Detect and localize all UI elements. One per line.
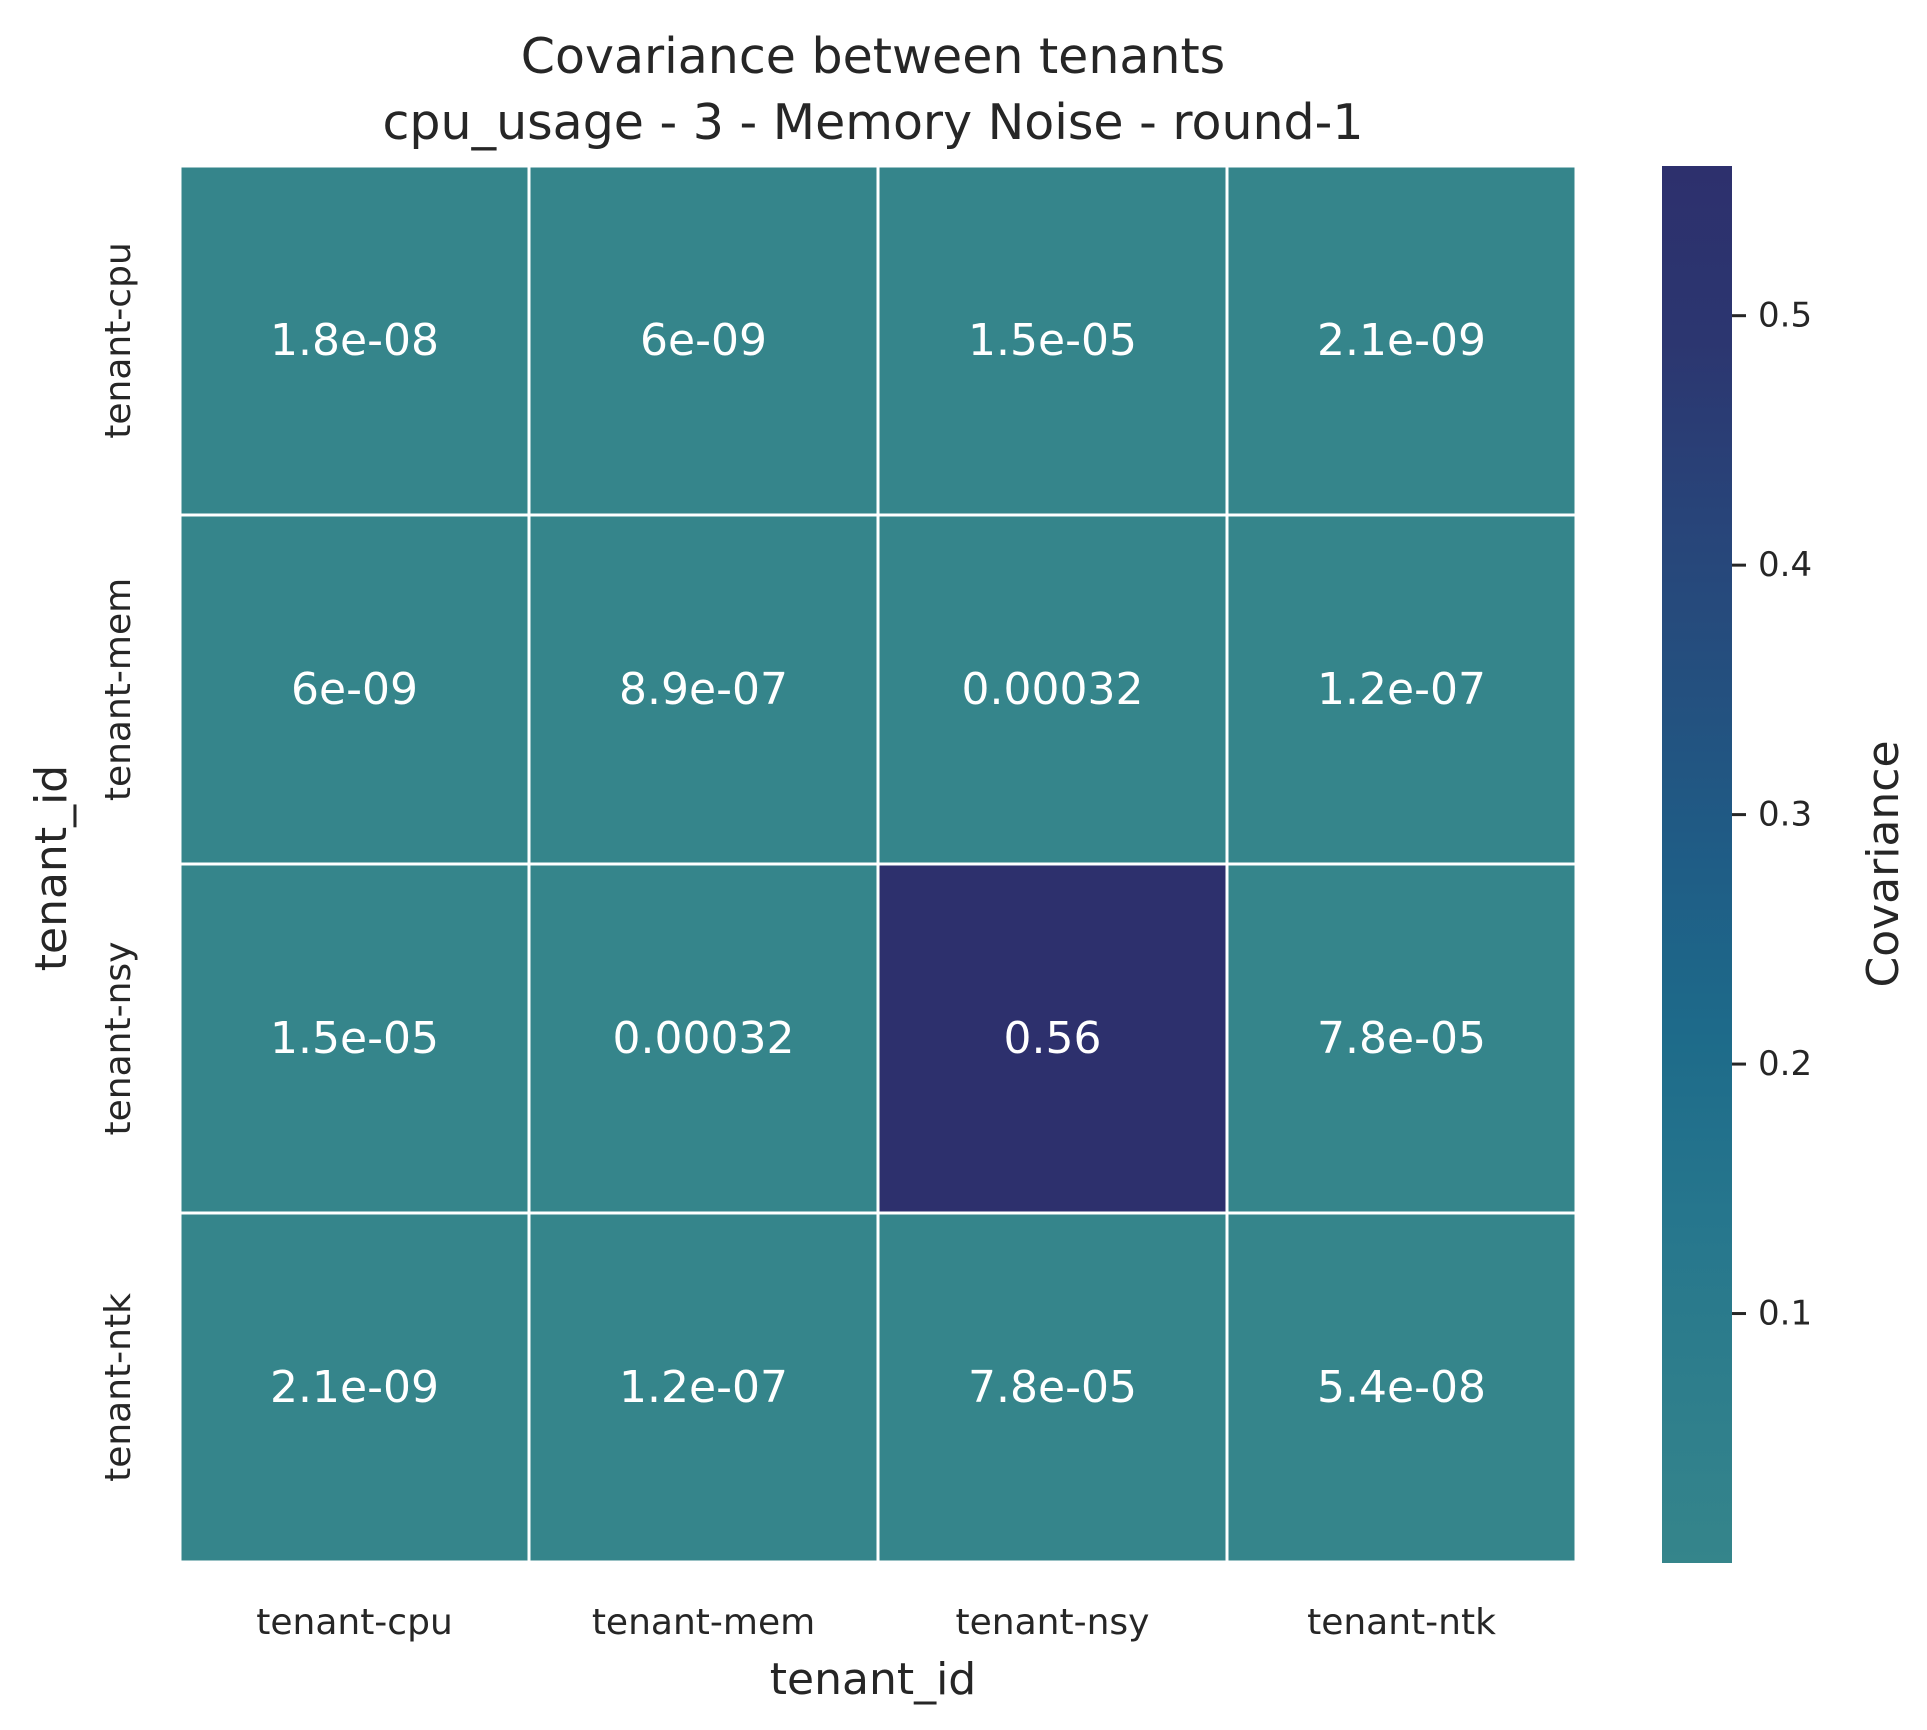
x-tick-label: tenant-nsy [956,1602,1150,1643]
heatmap-cell [527,164,880,517]
cell-value-label: 1.5e-05 [270,1013,439,1064]
heatmap-cell [178,164,531,517]
heatmap-cell [1225,862,1578,1215]
colorbar [1662,166,1732,1563]
cell-value-label: 1.8e-08 [270,315,439,366]
colorbar-tick-label: 0.1 [1758,1294,1812,1334]
colorbar-label: Covariance [1858,740,1909,987]
x-axis-title: tenant_id [770,1654,976,1705]
y-tick-label: tenant-cpu [98,242,139,439]
cell-value-label: 0.56 [1004,1013,1102,1064]
heatmap-cell [1225,164,1578,517]
chart-subtitle: cpu_usage - 3 - Memory Noise - round-1 [382,94,1363,151]
cell-value-label: 1.5e-05 [968,315,1137,366]
y-tick-label: tenant-nsy [98,942,139,1136]
cell-value-label: 8.9e-07 [619,664,788,715]
cell-value-label: 1.2e-07 [1317,664,1486,715]
x-axis-ticks: tenant-cpu tenant-mem tenant-nsy tenant-ntk [256,1602,1496,1643]
colorbar-tick-label: 0.4 [1758,545,1812,585]
heatmap-cell [1225,513,1578,866]
colorbar-tick-label: 0.5 [1758,296,1812,336]
heatmap-cell [527,1211,880,1564]
heatmap-cell [527,862,880,1215]
heatmap-cell [527,513,880,866]
cell-value-label: 7.8e-05 [1317,1013,1486,1064]
cell-value-label: 2.1e-09 [1317,315,1486,366]
heatmap-cell [876,1211,1229,1564]
x-tick-label: tenant-cpu [256,1602,453,1643]
heatmap-cells [178,164,1578,1564]
cell-value-label: 1.2e-07 [619,1362,788,1413]
y-axis-ticks: tenant-cpu tenant-mem tenant-nsy tenant-ntk [98,242,139,1482]
heatmap-cell [1225,1211,1578,1564]
colorbar-tick-label: 0.3 [1758,795,1812,835]
cell-value-label: 7.8e-05 [968,1362,1137,1413]
heatmap-cell [876,164,1229,517]
x-tick-label: tenant-mem [592,1602,815,1643]
heatmap-cell-labels: 1.8e-08 6e-09 1.5e-05 2.1e-09 6e-09 8.9e-07 0.… [270,315,1486,1413]
heatmap-cell [178,1211,531,1564]
cell-value-label: 5.4e-08 [1317,1362,1486,1413]
cell-value-label: 0.00032 [613,1013,795,1064]
cell-value-label: 0.00032 [962,664,1144,715]
y-axis-title: tenant_id [26,765,77,971]
heatmap-cell [178,513,531,866]
colorbar-ticks: 0.1 0.2 0.3 0.4 0.5 [1732,296,1812,1334]
cell-value-label: 6e-09 [291,664,418,715]
y-tick-label: tenant-mem [98,578,139,801]
cell-value-label: 2.1e-09 [270,1362,439,1413]
colorbar-tick-label: 0.2 [1758,1044,1812,1084]
y-tick-label: tenant-ntk [98,1293,139,1482]
chart-title: Covariance between tenants [521,28,1225,85]
x-tick-label: tenant-ntk [1307,1602,1496,1643]
cell-value-label: 6e-09 [640,315,767,366]
